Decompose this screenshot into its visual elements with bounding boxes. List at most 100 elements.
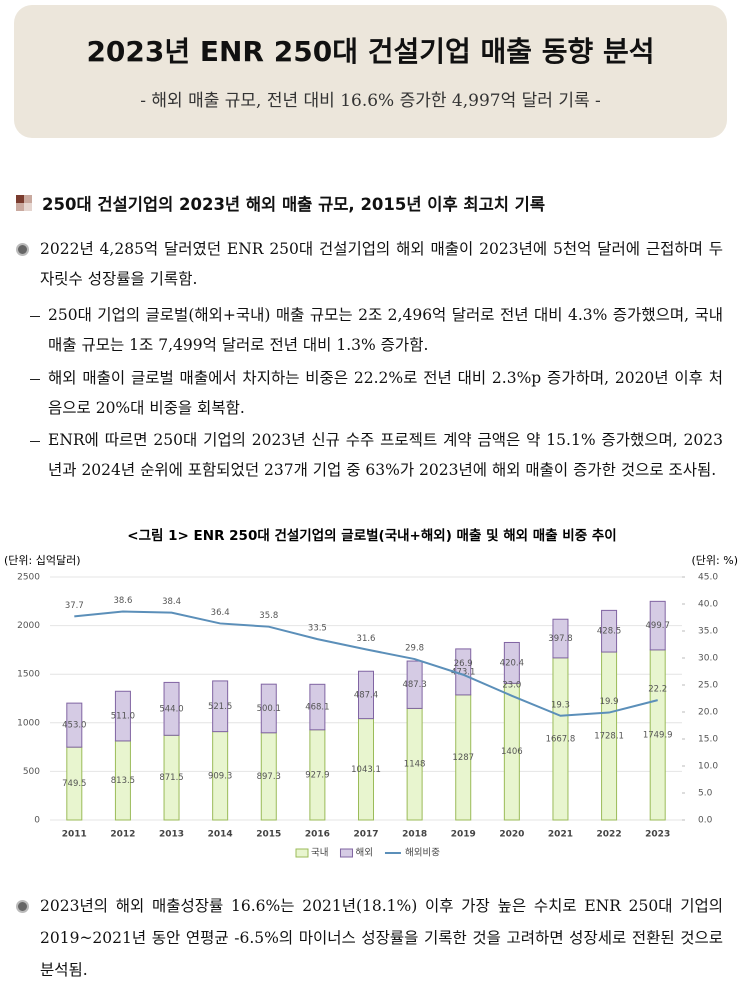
bar-segment bbox=[212, 680, 229, 733]
data-label: 397.8 bbox=[548, 634, 572, 644]
x-tick-label: 2019 bbox=[451, 830, 476, 840]
data-label: 1749.9 bbox=[643, 730, 673, 740]
heading-icon bbox=[16, 195, 32, 211]
data-label: 1667.8 bbox=[546, 734, 576, 744]
list-item: ENR에 따르면 250대 기업의 2023년 신규 수주 프로젝트 계약 금액… bbox=[48, 431, 723, 479]
paragraph: 2022년 4,285억 달러였던 ENR 250대 건설기업의 해외 매출이 … bbox=[40, 240, 723, 288]
data-label: 35.8 bbox=[259, 611, 278, 621]
y2-tick-label: 10.0 bbox=[698, 762, 718, 772]
y-tick-label: 2500 bbox=[17, 573, 40, 583]
x-tick-label: 2016 bbox=[305, 830, 330, 840]
list-item: 250대 기업의 글로벌(해외+국내) 매출 규모는 2조 2,496억 달러로… bbox=[48, 306, 723, 354]
bar-segment bbox=[163, 681, 180, 736]
data-label: 1406 bbox=[501, 747, 523, 757]
y2-tick-label: 45.0 bbox=[698, 573, 718, 583]
data-label: 500.1 bbox=[257, 704, 281, 714]
data-label: 37.7 bbox=[65, 601, 84, 611]
y-axis-label: (단위: 십억달러) bbox=[4, 554, 81, 567]
data-label: 26.9 bbox=[454, 659, 473, 669]
y-tick-label: 2000 bbox=[17, 621, 40, 631]
x-tick-label: 2017 bbox=[353, 830, 378, 840]
data-label: 487.3 bbox=[402, 680, 426, 690]
list-item: 해외 매출이 글로벌 매출에서 차지하는 비중은 22.2%로 전년 대비 2.… bbox=[48, 369, 723, 417]
y-tick-label: 1500 bbox=[17, 670, 40, 680]
legend-label: 해외비중 bbox=[405, 847, 440, 859]
legend-swatch bbox=[339, 848, 353, 858]
data-label: 453.0 bbox=[62, 721, 86, 731]
data-label: 897.3 bbox=[257, 772, 281, 782]
y2-tick-label: 0.0 bbox=[698, 816, 713, 826]
x-tick-label: 2020 bbox=[499, 830, 524, 840]
legend-swatch bbox=[295, 848, 309, 858]
section-heading: 250대 건설기업의 2023년 해외 매출 규모, 2015년 이후 최고치 … bbox=[42, 195, 546, 214]
bar-segment bbox=[406, 660, 423, 709]
header-box bbox=[14, 5, 727, 138]
bar-segment bbox=[66, 702, 83, 748]
bar-segment bbox=[649, 600, 666, 651]
y-tick-label: 0 bbox=[34, 816, 40, 826]
bar-segment bbox=[114, 690, 131, 742]
y2-tick-label: 30.0 bbox=[698, 654, 718, 664]
bar-segment bbox=[309, 683, 326, 731]
data-label: 813.5 bbox=[111, 776, 135, 786]
y-tick-label: 1000 bbox=[17, 718, 40, 728]
data-label: 31.6 bbox=[357, 634, 376, 644]
data-label: 33.5 bbox=[308, 624, 327, 634]
x-tick-label: 2021 bbox=[548, 830, 573, 840]
bar-segment bbox=[601, 609, 618, 653]
data-label: 420.4 bbox=[500, 658, 524, 668]
bullet bbox=[16, 243, 29, 256]
data-label: 521.5 bbox=[208, 702, 232, 712]
data-label: 1728.1 bbox=[594, 732, 624, 742]
x-tick-label: 2013 bbox=[159, 830, 184, 840]
bar-segment bbox=[358, 670, 374, 720]
data-label: 29.8 bbox=[405, 644, 424, 654]
data-label: 909.3 bbox=[208, 771, 232, 781]
line-series bbox=[74, 610, 658, 717]
data-label: 473.1 bbox=[451, 667, 475, 677]
paragraph: 2023년의 해외 매출성장률 16.6%는 2021년(18.1%) 이후 가… bbox=[40, 897, 723, 979]
bar-segment bbox=[552, 618, 569, 659]
x-tick-label: 2023 bbox=[645, 830, 670, 840]
data-label: 38.6 bbox=[113, 596, 132, 606]
y2-axis-label: (단위: %) bbox=[692, 554, 738, 567]
x-tick-label: 2014 bbox=[208, 830, 233, 840]
y-tick-label: 500 bbox=[23, 767, 40, 777]
dash bbox=[30, 379, 40, 380]
y2-tick-label: 40.0 bbox=[698, 600, 718, 610]
data-label: 23.0 bbox=[502, 680, 521, 690]
y2-tick-label: 20.0 bbox=[698, 708, 718, 718]
data-label: 487.4 bbox=[354, 690, 378, 700]
bar-segment bbox=[503, 641, 520, 684]
data-label: 499.7 bbox=[646, 621, 670, 631]
data-label: 871.5 bbox=[159, 773, 183, 783]
x-tick-label: 2015 bbox=[256, 830, 281, 840]
data-label: 38.4 bbox=[162, 597, 181, 607]
x-tick-label: 2011 bbox=[62, 830, 87, 840]
title: 2023년 ENR 250대 건설기업 매출 동향 분석 bbox=[86, 35, 655, 68]
data-label: 544.0 bbox=[159, 704, 183, 714]
data-label: 468.1 bbox=[305, 703, 329, 713]
data-label: 511.0 bbox=[111, 712, 135, 722]
legend-label: 해외 bbox=[355, 847, 372, 859]
data-label: 1043.1 bbox=[351, 765, 381, 775]
legend-label: 국내 bbox=[311, 848, 328, 859]
data-label: 19.9 bbox=[600, 697, 619, 707]
bullet bbox=[16, 900, 29, 913]
bar-segment bbox=[260, 683, 277, 734]
x-tick-label: 2018 bbox=[402, 830, 427, 840]
subtitle: - 해외 매출 규모, 전년 대비 16.6% 증가한 4,997억 달러 기록… bbox=[140, 91, 601, 111]
data-label: 36.4 bbox=[211, 608, 230, 618]
y2-tick-label: 25.0 bbox=[698, 681, 718, 691]
x-tick-label: 2022 bbox=[597, 830, 622, 840]
data-label: 1287 bbox=[452, 753, 474, 763]
data-label: 1148 bbox=[404, 760, 426, 770]
dash bbox=[30, 441, 40, 442]
dash bbox=[30, 316, 40, 317]
y2-tick-label: 15.0 bbox=[698, 735, 718, 745]
x-tick-label: 2012 bbox=[110, 830, 135, 840]
chart: <그림 1> ENR 250대 건설기업의 글로벌(국내+해외) 매출 및 해외… bbox=[4, 527, 738, 859]
y2-tick-label: 35.0 bbox=[698, 627, 718, 637]
data-label: 22.2 bbox=[648, 685, 667, 695]
